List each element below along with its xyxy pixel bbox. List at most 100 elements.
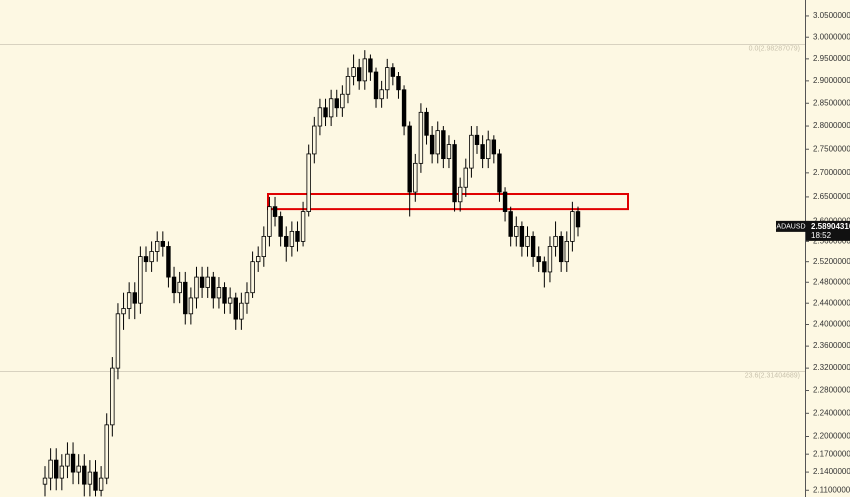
candle-body xyxy=(570,211,575,242)
candle-body xyxy=(469,134,474,169)
candle-body xyxy=(323,107,328,118)
y-tick-label: 2.28000000 xyxy=(813,386,850,395)
price-tag: 2.58904316 xyxy=(811,222,850,231)
candle-body xyxy=(149,251,154,263)
candle-body xyxy=(284,235,289,247)
candle-body xyxy=(407,125,412,193)
level-label: 0.0(2.98287079) xyxy=(749,45,800,52)
y-tick-label: 2.95000000 xyxy=(813,54,850,63)
candle-body xyxy=(227,297,233,304)
y-tick-label: 3.00000000 xyxy=(813,32,850,41)
candle-body xyxy=(110,367,115,426)
candle-body xyxy=(525,235,530,247)
y-tick-label: 2.40000000 xyxy=(813,320,850,329)
candle-body xyxy=(491,139,497,155)
candle-body xyxy=(289,230,295,247)
candle-body xyxy=(575,211,581,228)
candle-body xyxy=(199,276,205,288)
candle-body xyxy=(396,76,401,91)
candle-body xyxy=(48,459,53,479)
y-tick-label: 2.80000000 xyxy=(813,121,850,130)
candle-body xyxy=(553,235,558,247)
candle-body xyxy=(457,186,463,203)
candle-body xyxy=(250,261,255,294)
candle-body xyxy=(194,276,199,299)
candle-body xyxy=(166,246,171,278)
candle-body xyxy=(205,276,210,288)
y-tick-label: 2.90000000 xyxy=(813,76,850,85)
candle-body xyxy=(255,256,261,263)
candle-body xyxy=(98,477,104,491)
candle-body xyxy=(244,292,250,304)
candle-body xyxy=(267,206,272,237)
candle-body xyxy=(278,216,283,237)
candle-body xyxy=(547,246,553,273)
candle-body xyxy=(93,471,98,491)
candle-body xyxy=(216,287,222,299)
candle-body xyxy=(536,256,541,263)
candle-body xyxy=(76,465,81,473)
candle-body xyxy=(222,287,227,304)
candle-body xyxy=(143,256,149,263)
candle-body xyxy=(474,134,480,145)
candle-body xyxy=(334,98,339,109)
y-tick-label: 2.70000000 xyxy=(813,168,850,177)
y-tick-label: 2.48000000 xyxy=(813,277,850,286)
y-tick-label: 2.24000000 xyxy=(813,408,850,417)
candle-body xyxy=(126,292,132,309)
y-tick-label: 2.11000000 xyxy=(813,485,850,494)
candle-body xyxy=(300,211,306,242)
candle-body xyxy=(306,153,311,212)
zone-box xyxy=(267,193,629,211)
candle-body xyxy=(379,89,384,100)
candle-body xyxy=(401,89,407,127)
candle-body xyxy=(121,308,126,315)
candle-body xyxy=(502,191,508,212)
candle-body xyxy=(171,276,177,294)
y-tick-label: 2.14000000 xyxy=(813,467,850,476)
level-label: 23.6(2.31404689) xyxy=(745,372,800,379)
candle-body xyxy=(530,235,536,257)
candle-body xyxy=(508,211,513,237)
candle-body xyxy=(446,144,452,160)
candle-body xyxy=(441,130,446,160)
countdown: 18:52 xyxy=(811,231,832,240)
candle-body xyxy=(115,313,121,369)
candle-body xyxy=(519,226,525,247)
y-tick-label: 2.36000000 xyxy=(813,341,850,350)
candle-body xyxy=(70,453,76,473)
candle-body xyxy=(564,241,569,263)
candle-body xyxy=(211,276,216,299)
price-tag-bg xyxy=(806,220,850,241)
candle-body xyxy=(160,241,166,247)
candle-body xyxy=(317,107,323,127)
candle-body xyxy=(429,134,435,155)
y-tick-label: 2.56000000 xyxy=(813,237,850,246)
candle-body xyxy=(418,111,424,164)
candle-body xyxy=(155,241,160,252)
candle-body xyxy=(356,67,362,82)
candle-body xyxy=(558,235,564,263)
candle-body xyxy=(65,453,70,467)
candle-body xyxy=(138,256,143,304)
y-tick-label: 2.20000000 xyxy=(813,432,850,441)
candle-body xyxy=(463,167,468,188)
candle-body xyxy=(340,93,345,109)
candle-body xyxy=(413,162,418,193)
candle-body xyxy=(312,125,317,155)
candle-body xyxy=(104,424,109,479)
y-tick-label: 2.85000000 xyxy=(813,98,850,107)
candle-body xyxy=(59,465,65,479)
y-tick-label: 2.52000000 xyxy=(813,257,850,266)
candle-body xyxy=(480,144,485,160)
candle-body xyxy=(54,459,59,479)
candle-body xyxy=(497,153,502,193)
candle-body xyxy=(272,206,278,217)
candle-body xyxy=(452,144,457,203)
candle-body xyxy=(177,281,182,294)
candle-body xyxy=(435,130,440,155)
symbol-tag-bg xyxy=(776,220,806,232)
y-tick-label: 2.65000000 xyxy=(813,192,850,201)
y-tick-label: 2.17000000 xyxy=(813,449,850,458)
